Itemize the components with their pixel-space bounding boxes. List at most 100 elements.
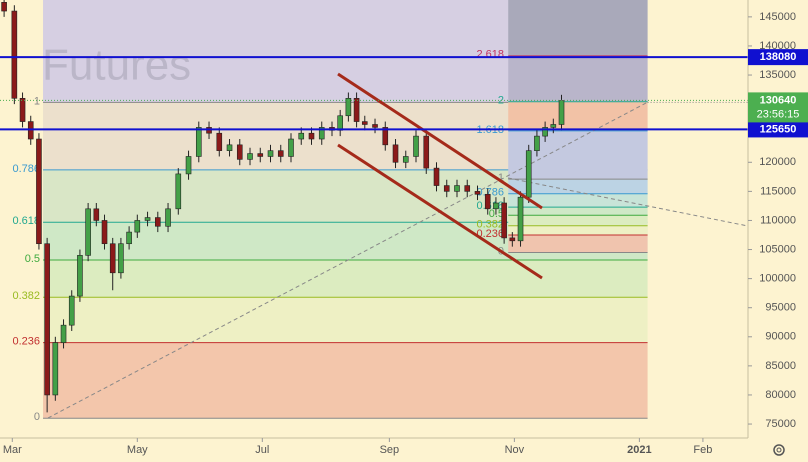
countdown: 23:56:15 <box>757 108 800 120</box>
candle-body <box>68 295 75 326</box>
channel-line <box>337 72 543 210</box>
fib-level-label: 0.236 <box>12 336 40 348</box>
candle-body <box>345 98 352 117</box>
candle-body <box>318 127 325 140</box>
trend-line <box>507 177 748 227</box>
candle-body <box>216 132 223 151</box>
candle-body <box>11 10 18 99</box>
candle-body <box>236 144 243 160</box>
y-tick-label: 85000 <box>765 360 796 372</box>
candle-body <box>126 231 132 245</box>
candle-body <box>558 100 565 125</box>
candle-body <box>402 156 409 163</box>
candle-body <box>413 135 419 157</box>
candle-body <box>433 167 440 186</box>
fib-level-label: 1 <box>34 95 40 107</box>
fib-level-label: 1 <box>498 172 504 184</box>
fib-band <box>508 179 648 194</box>
candle-body <box>77 255 83 297</box>
fib-level-label: 2.618 <box>476 49 504 61</box>
fib-level-label: 0.618 <box>12 215 40 227</box>
fib-level-label: 0.236 <box>476 228 504 240</box>
candle-body <box>353 98 360 122</box>
candle-body <box>52 342 59 396</box>
watermark: Futures <box>42 41 191 90</box>
candle-body <box>144 217 151 221</box>
x-tick-label: Feb <box>693 444 712 456</box>
y-tick-label: 145000 <box>759 11 796 23</box>
fib-level-label: 2 <box>498 95 504 107</box>
y-tick-label: 80000 <box>765 389 796 401</box>
candle-body <box>257 153 264 157</box>
fib-band <box>508 193 648 208</box>
candle-body <box>19 98 26 122</box>
y-tick-label: 90000 <box>765 331 796 343</box>
y-tick-label: 115000 <box>760 185 796 197</box>
candle-body <box>298 132 305 140</box>
candle-body <box>165 208 171 227</box>
candle-body <box>501 202 507 239</box>
candle-body <box>493 202 499 210</box>
y-tick-label: 75000 <box>765 418 796 430</box>
candle-body <box>382 127 389 146</box>
fib-level-label: 0 <box>34 411 40 423</box>
fib-level-label: 0.382 <box>476 219 504 231</box>
x-tick-label: May <box>127 444 148 456</box>
y-tick-label: 105000 <box>759 243 796 255</box>
candle-body <box>361 121 368 125</box>
candle-body <box>93 208 100 221</box>
candle-body <box>60 324 67 343</box>
y-tick-label: 140000 <box>759 40 796 52</box>
candle-body <box>175 173 182 210</box>
fib-bands: 10.7860.6180.50.3820.23602.61821.61810.7… <box>12 0 748 423</box>
last-price-box <box>748 92 808 123</box>
candle-body <box>44 243 50 396</box>
candle-body <box>154 217 161 227</box>
candle-body <box>464 185 471 192</box>
candle-body <box>517 196 524 242</box>
price-label: 125650 <box>760 123 797 135</box>
candle-body <box>392 144 399 163</box>
fib-band <box>43 260 648 298</box>
settings-icon[interactable] <box>773 444 785 456</box>
channel-line <box>337 143 543 280</box>
fib-level-label: 0.5 <box>25 253 40 265</box>
candle-body <box>484 193 491 210</box>
y-tick-label: 120000 <box>759 156 796 168</box>
fib-band <box>43 342 648 419</box>
fib-level-label: 0.382 <box>12 290 40 302</box>
fib-band <box>508 55 648 102</box>
candle-body <box>534 135 540 151</box>
candle-body <box>85 208 91 256</box>
fib-band <box>43 297 648 343</box>
last-price-label: 130640 <box>760 94 797 106</box>
candle-body <box>277 150 284 157</box>
plot-area: 10.7860.6180.50.3820.23602.61821.61810.7… <box>0 0 748 423</box>
x-tick-label: Mar <box>3 444 22 456</box>
candle-body <box>134 220 141 233</box>
y-tick-label: 95000 <box>765 302 796 314</box>
candle-body <box>308 132 315 140</box>
candle-body <box>185 156 192 175</box>
price-label: 138080 <box>760 51 797 63</box>
x-tick-label: Jul <box>255 444 269 456</box>
horizontal-lines <box>0 56 748 131</box>
candle-body <box>267 150 274 157</box>
candle-body <box>101 220 108 245</box>
candle-body <box>247 153 253 160</box>
y-tick-label: 110000 <box>760 214 796 226</box>
candle-body <box>118 243 124 274</box>
candle-body <box>474 191 481 195</box>
candle-body <box>372 124 378 128</box>
fib-band <box>508 0 648 56</box>
candle-body <box>423 135 430 169</box>
fib-level-label: 0.786 <box>12 163 40 175</box>
candle-body <box>109 243 116 274</box>
candle-body <box>454 185 460 192</box>
axes: 7500080000850009000095000100000105000110… <box>3 11 808 456</box>
price-label-box <box>748 49 808 66</box>
fib-band <box>508 234 648 253</box>
y-tick-label: 135000 <box>759 69 796 81</box>
candle-body <box>542 127 548 137</box>
x-tick-label: 2021 <box>627 444 651 456</box>
